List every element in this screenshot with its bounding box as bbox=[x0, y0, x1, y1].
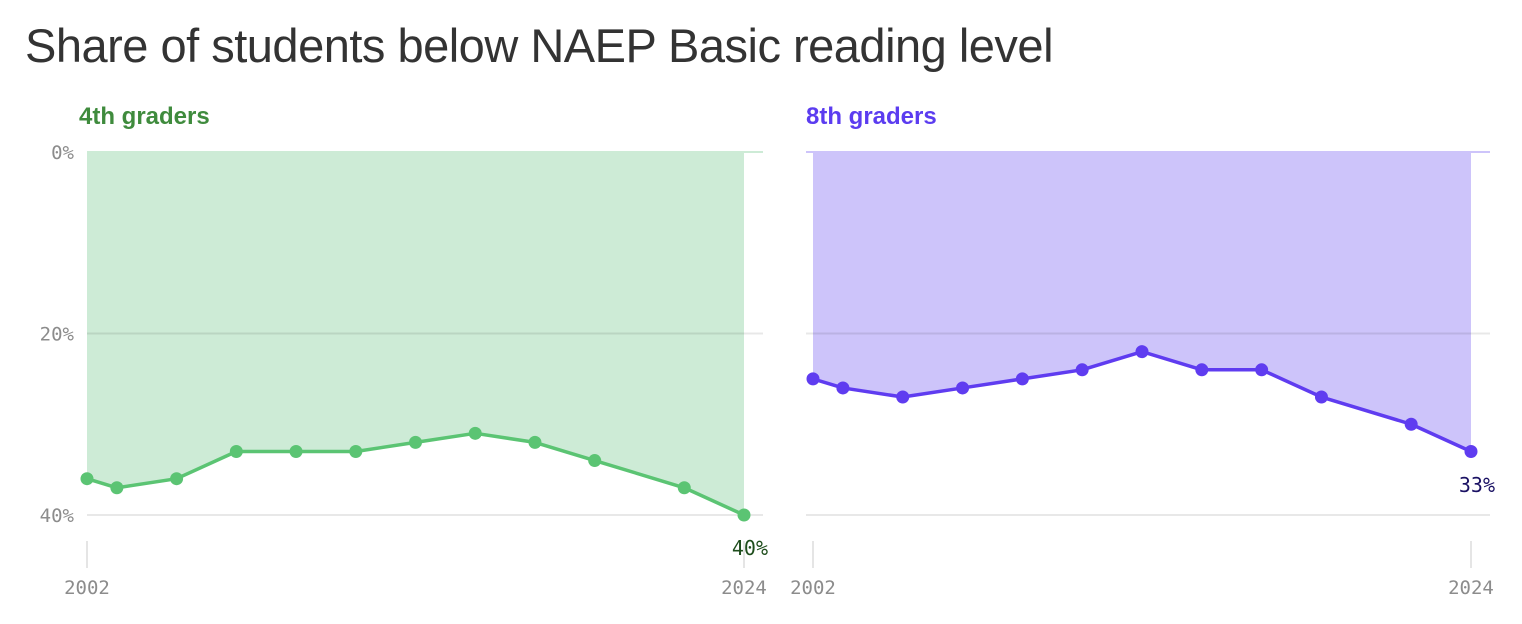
end-value-label: 40% bbox=[732, 536, 768, 560]
data-point bbox=[1404, 417, 1418, 431]
x-tick-label: 2002 bbox=[790, 577, 836, 599]
y-tick-label: 40% bbox=[40, 505, 75, 527]
data-point bbox=[289, 444, 303, 458]
panel-8th-graders: 8th graders 2002 2024 33% bbox=[790, 103, 1495, 599]
y-tick-label: 20% bbox=[40, 324, 75, 346]
data-point bbox=[836, 381, 850, 395]
data-point bbox=[677, 481, 691, 495]
data-point bbox=[737, 508, 751, 522]
x-tick-label: 2002 bbox=[64, 577, 110, 599]
data-point bbox=[806, 372, 820, 386]
x-tick-label: 2024 bbox=[1448, 577, 1494, 599]
y-tick-label: 0% bbox=[51, 142, 74, 164]
data-point bbox=[1135, 345, 1149, 359]
series-line bbox=[812, 349, 1472, 454]
data-point bbox=[1255, 363, 1269, 377]
data-point bbox=[528, 435, 542, 449]
data-point bbox=[1075, 363, 1089, 377]
data-point bbox=[588, 454, 602, 468]
panel-title-4th-graders: 4th graders bbox=[79, 103, 210, 130]
data-point bbox=[170, 472, 184, 486]
area-fill bbox=[813, 152, 1471, 452]
panel-title-8th-graders: 8th graders bbox=[806, 103, 937, 130]
panel-4th-graders: 4th graders 0% 20% 40% 2002 2024 40% bbox=[40, 103, 768, 599]
data-point bbox=[956, 381, 970, 395]
data-point bbox=[896, 390, 910, 404]
x-tick-label: 2024 bbox=[721, 577, 767, 599]
data-point bbox=[110, 481, 124, 495]
data-point bbox=[349, 444, 363, 458]
area-fill bbox=[87, 152, 744, 515]
end-value-label: 33% bbox=[1459, 473, 1495, 497]
data-point bbox=[1314, 390, 1328, 404]
series-line bbox=[86, 431, 745, 517]
data-point bbox=[80, 472, 94, 486]
data-point bbox=[409, 435, 422, 449]
data-point bbox=[1015, 372, 1029, 386]
data-point bbox=[1464, 444, 1478, 458]
data-point bbox=[468, 426, 482, 440]
data-point bbox=[1195, 363, 1209, 377]
chart-title: Share of students below NAEP Basic readi… bbox=[25, 19, 1054, 72]
data-point bbox=[229, 444, 243, 458]
